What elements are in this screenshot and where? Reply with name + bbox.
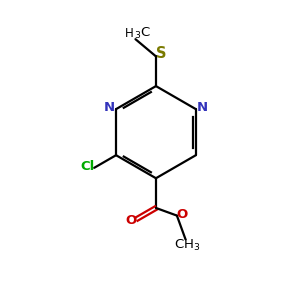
Text: O: O bbox=[126, 214, 137, 227]
Text: H: H bbox=[125, 27, 134, 40]
Text: Cl: Cl bbox=[80, 160, 95, 173]
Text: CH$_3$: CH$_3$ bbox=[174, 238, 200, 254]
Text: N: N bbox=[197, 101, 208, 114]
Text: $_3$C: $_3$C bbox=[134, 26, 151, 41]
Text: O: O bbox=[177, 208, 188, 220]
Text: N: N bbox=[104, 101, 115, 114]
Text: S: S bbox=[156, 46, 166, 61]
